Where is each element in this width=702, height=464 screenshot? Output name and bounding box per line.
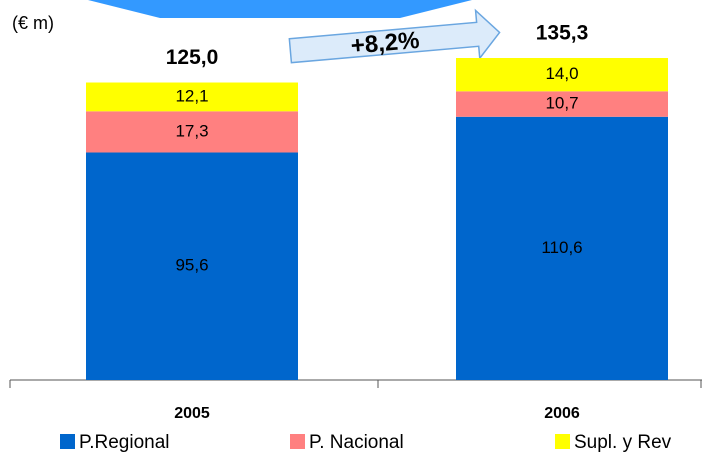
legend-label: Supl. y Rev	[574, 432, 672, 453]
value-label: 14,0	[545, 64, 578, 83]
bar-segment	[86, 152, 298, 380]
value-label: 10,7	[545, 94, 578, 113]
x-tick-label: 2006	[544, 405, 580, 422]
value-label: 17,3	[175, 121, 208, 140]
bar-segment	[456, 116, 668, 380]
bar-segment	[456, 58, 668, 92]
bar-segment	[86, 82, 298, 112]
value-label: 95,6	[175, 256, 208, 275]
legend-label: P. Nacional	[309, 432, 404, 453]
bar-segment	[86, 111, 298, 153]
legend-swatch	[290, 434, 305, 449]
value-label: 12,1	[175, 86, 208, 105]
arrow-shape	[288, 8, 501, 64]
value-label: 110,6	[541, 238, 582, 257]
legend-swatch	[60, 434, 75, 449]
total-label: 135,3	[536, 22, 589, 45]
annotation: +8,2%	[350, 27, 421, 60]
growth-arrow: +8,2%	[288, 8, 501, 64]
legend-swatch	[555, 434, 570, 449]
banner	[88, 0, 472, 18]
x-tick-label: 2005	[174, 405, 210, 422]
total-label: 125,0	[166, 46, 219, 69]
bar-segment	[456, 91, 668, 117]
unit-label: (€ m)	[12, 13, 54, 33]
legend-label: P.Regional	[79, 432, 170, 453]
